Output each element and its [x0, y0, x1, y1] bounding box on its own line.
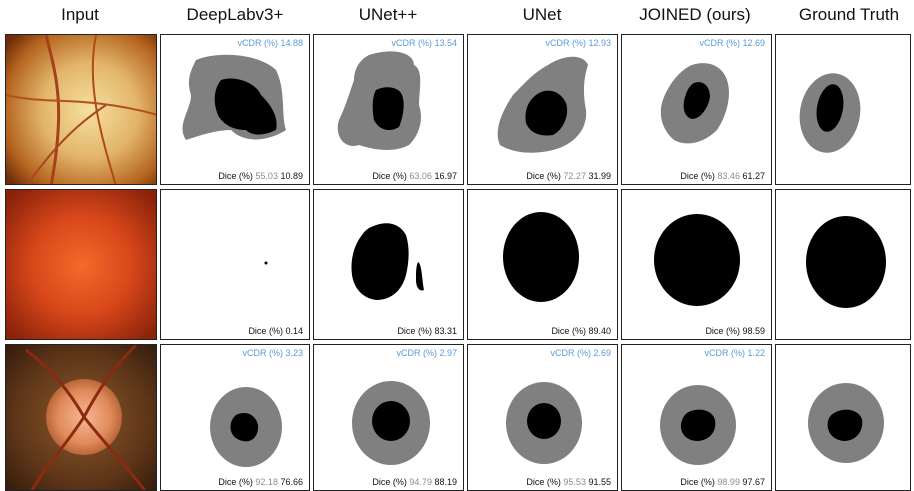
unet-output-1: vCDR (%) 12.93 Dice (%) 72.27 31.99	[467, 34, 618, 185]
vcdr-label: vCDR (%) 12.93	[545, 38, 611, 48]
unetpp-output-1: vCDR (%) 13.54 Dice (%) 63.06 16.97	[313, 34, 464, 185]
dice-label: Dice (%) 0.14	[248, 326, 303, 336]
deeplab-output-3: vCDR (%) 3.23 Dice (%) 92.18 76.66	[160, 344, 310, 491]
vcdr-label: vCDR (%) 3.23	[242, 348, 303, 358]
dice-label: Dice (%) 98.59	[705, 326, 765, 336]
vcdr-label: vCDR (%) 12.69	[699, 38, 765, 48]
unet-output-3: vCDR (%) 2.69 Dice (%) 95.53 91.55	[467, 344, 618, 491]
dice-label: Dice (%) 72.27 31.99	[526, 171, 611, 181]
dice-label: Dice (%) 94.79 88.19	[372, 477, 457, 487]
dice-label: Dice (%) 92.18 76.66	[218, 477, 303, 487]
ground-truth-3	[775, 344, 911, 491]
input-image-3	[5, 344, 157, 491]
dice-label: Dice (%) 89.40	[551, 326, 611, 336]
header-unet: UNet	[522, 5, 562, 24]
dice-label: Dice (%) 98.99 97.67	[680, 477, 765, 487]
vcdr-label: vCDR (%) 14.88	[237, 38, 303, 48]
unet-output-2: Dice (%) 89.40	[467, 189, 618, 340]
ground-truth-2	[775, 189, 911, 340]
deeplab-output-2: Dice (%) 0.14	[160, 189, 310, 340]
header-input: Input	[61, 5, 99, 24]
vcdr-label: vCDR (%) 13.54	[391, 38, 457, 48]
deeplab-output-1: vCDR (%) 14.88 Dice (%) 55.03 10.89	[160, 34, 310, 185]
dice-label: Dice (%) 95.53 91.55	[526, 477, 611, 487]
dice-label: Dice (%) 83.31	[397, 326, 457, 336]
joined-output-3: vCDR (%) 1.22 Dice (%) 98.99 97.67	[621, 344, 772, 491]
vcdr-label: vCDR (%) 2.97	[396, 348, 457, 358]
header-unetplusplus: UNet++	[358, 5, 418, 24]
unetpp-output-2: Dice (%) 83.31	[313, 189, 464, 340]
joined-output-2: Dice (%) 98.59	[621, 189, 772, 340]
dice-label: Dice (%) 83.46 61.27	[680, 171, 765, 181]
dice-label: Dice (%) 63.06 16.97	[372, 171, 457, 181]
input-image-1	[5, 34, 157, 185]
header-ground-truth: Ground Truth	[798, 5, 900, 24]
input-image-2	[5, 189, 157, 340]
dice-label: Dice (%) 55.03 10.89	[218, 171, 303, 181]
vcdr-label: vCDR (%) 2.69	[550, 348, 611, 358]
unetpp-output-3: vCDR (%) 2.97 Dice (%) 94.79 88.19	[313, 344, 464, 491]
vcdr-label: vCDR (%) 1.22	[704, 348, 765, 358]
header-joined: JOINED (ours)	[639, 5, 751, 24]
joined-output-1: vCDR (%) 12.69 Dice (%) 83.46 61.27	[621, 34, 772, 185]
ground-truth-1	[775, 34, 911, 185]
header-deeplabv3plus: DeepLabv3+	[186, 5, 284, 24]
